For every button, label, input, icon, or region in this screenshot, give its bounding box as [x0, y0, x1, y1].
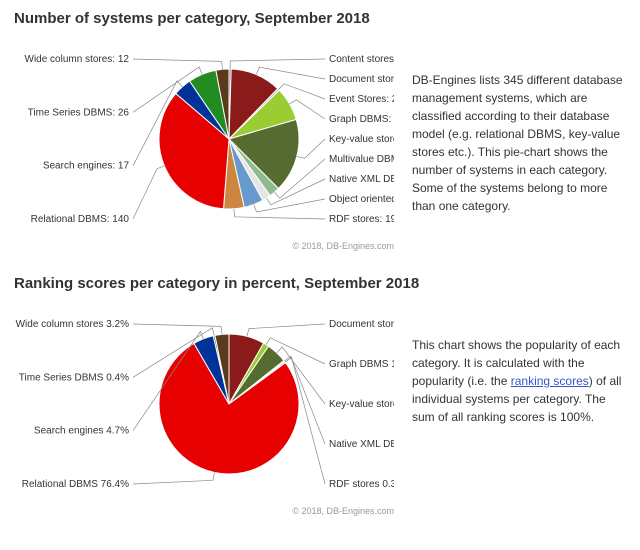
label-leader: [256, 67, 325, 79]
chart1-row: Content stores: 2 Document stores: 47 Even…: [14, 39, 626, 251]
chart1-title: Number of systems per category, Septembe…: [14, 10, 626, 27]
chart2-credit: © 2018, DB-Engines.com: [14, 506, 394, 516]
label-leader: [234, 209, 325, 219]
chart1-credit: © 2018, DB-Engines.com: [14, 241, 394, 251]
slice-label: Time Series DBMS 0.4%: [19, 372, 129, 383]
slice-label: RDF stores: 19: [329, 214, 394, 225]
slice-label: Native XML DBMS 0.3%: [329, 439, 394, 450]
chart2-title: Ranking scores per category in percent, …: [14, 275, 626, 292]
slice-label: Graph DBMS: 31: [329, 114, 394, 125]
slice-label: Relational DBMS 76.4%: [22, 479, 129, 490]
section-systems-per-category: Number of systems per category, Septembe…: [14, 10, 626, 251]
label-leader: [133, 472, 215, 484]
chart2-row: Document stores 8.2% Graph DBMS 1.3% Key-v…: [14, 304, 626, 516]
section-ranking-scores: Ranking scores per category in percent, …: [14, 275, 626, 516]
chart1-pie: Content stores: 2 Document stores: 47 Even…: [14, 39, 394, 239]
slice-label: Document stores: 47: [329, 74, 394, 85]
slice-label: Content stores: 2: [329, 54, 394, 65]
slice-label: Native XML DBMS: 8: [329, 174, 394, 185]
slice-label: Multivalue DBMS: 10: [329, 154, 394, 165]
slice-label: Search engines 4.7%: [34, 426, 129, 437]
slice-label: Object oriented DBMS: 18: [329, 194, 394, 205]
ranking-scores-link[interactable]: ranking scores: [511, 374, 589, 388]
slice-label: Time Series DBMS: 26: [28, 107, 130, 118]
chart2-pie: Document stores 8.2% Graph DBMS 1.3% Key-v…: [14, 304, 394, 504]
slice-label: Wide column stores: 12: [25, 54, 130, 65]
label-leader: [278, 84, 325, 99]
chart1-wrap: Content stores: 2 Document stores: 47 Even…: [14, 39, 394, 251]
label-leader: [133, 166, 164, 219]
label-leader: [247, 324, 325, 336]
slice-label: Wide column stores 3.2%: [16, 319, 129, 330]
slice-label: Key-value stores 4.8%: [329, 399, 394, 410]
label-leader: [297, 139, 325, 158]
slice-label: Key-value stores: 68: [329, 134, 394, 145]
label-leader: [133, 59, 222, 69]
slice-label: Event Stores: 2: [329, 94, 394, 105]
chart2-description: This chart shows the popularity of each …: [412, 304, 626, 426]
slice-label: RDF stores 0.3%: [329, 479, 394, 490]
label-leader: [133, 324, 222, 334]
label-leader: [230, 59, 325, 69]
label-leader: [254, 199, 325, 212]
slice-label: Document stores 8.2%: [329, 319, 394, 330]
slice-label: Graph DBMS 1.3%: [329, 359, 394, 370]
slice-label: Search engines: 17: [43, 161, 130, 172]
chart1-description: DB-Engines lists 345 different database …: [412, 39, 626, 215]
chart2-wrap: Document stores 8.2% Graph DBMS 1.3% Key-v…: [14, 304, 394, 516]
slice-label: Relational DBMS: 140: [31, 214, 130, 225]
